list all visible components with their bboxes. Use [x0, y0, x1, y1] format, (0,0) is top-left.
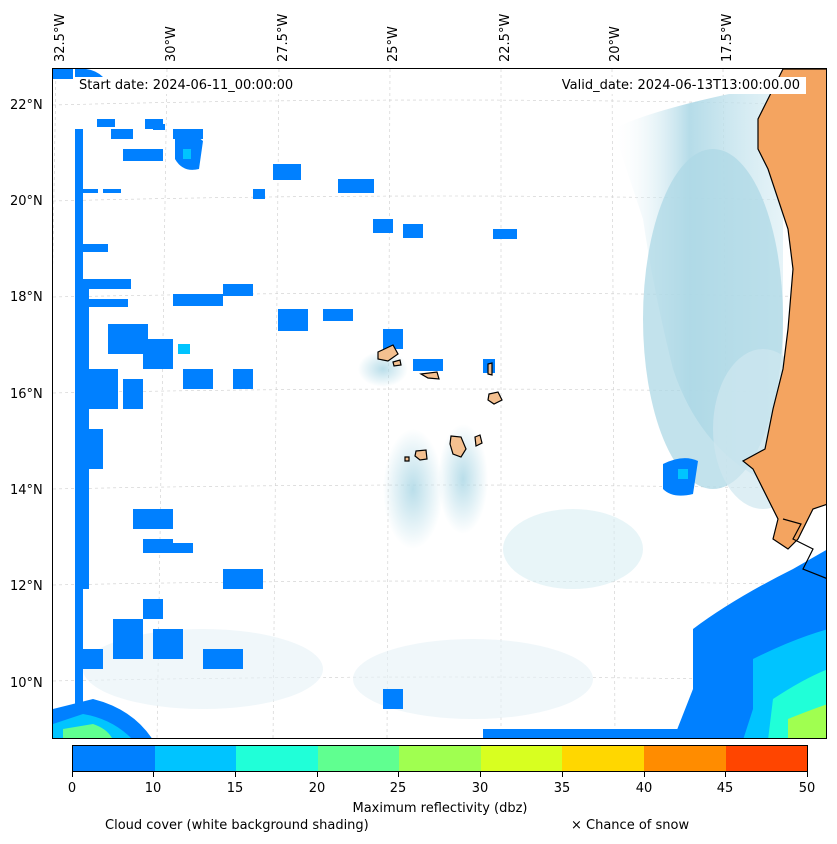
colorbar-tick-6 [562, 772, 563, 777]
map-panel: Start date: 2024-06-11_00:00:00 Valid_da… [52, 68, 827, 739]
start-date-label: Start date: 2024-06-11_00:00:00 [73, 77, 300, 94]
lat-label-18n: 18°N [10, 290, 43, 305]
reflectivity-high [53, 149, 826, 738]
colorbar-tick-2 [235, 772, 236, 777]
colorbar-segment-4 [399, 746, 481, 771]
colorbar-segment-7 [643, 746, 726, 771]
colorbar-segment-8 [725, 746, 808, 771]
colorbar-tick-7 [644, 772, 645, 777]
cloud-cover-legend: Cloud cover (white background shading) [105, 818, 369, 833]
lat-label-12n: 12°N [10, 579, 43, 594]
colorbar-tick-label-6: 35 [553, 781, 571, 796]
colorbar-tick-9 [807, 772, 808, 777]
map-graphic [53, 69, 826, 738]
colorbar-tick-label-8: 45 [716, 781, 734, 796]
lon-label-32.5w: 32.5°W [53, 13, 68, 62]
colorbar-tick-8 [725, 772, 726, 777]
lon-label-22.5w: 22.5°W [498, 13, 513, 62]
africa-landmass [741, 69, 826, 550]
reflectivity-colorbar [72, 745, 808, 772]
colorbar-tick-1 [153, 772, 154, 777]
colorbar-tick-0 [72, 772, 73, 777]
colorbar-segment-3 [317, 746, 400, 771]
colorbar-tick-label-2: 15 [226, 781, 244, 796]
colorbar-title: Maximum reflectivity (dbz) [352, 801, 528, 816]
colorbar-tick-label-9: 50 [798, 781, 816, 796]
lon-label-27.5w: 27.5°W [276, 13, 291, 62]
coast-southern [782, 518, 826, 579]
colorbar-segment-6 [562, 746, 644, 771]
lat-label-22n: 22°N [10, 98, 43, 113]
valid-date-label: Valid_date: 2024-06-13T13:00:00.00 [555, 77, 806, 94]
colorbar-segment-0 [73, 746, 155, 771]
lon-label-25w: 25°W [386, 26, 401, 62]
colorbar-segment-2 [236, 746, 318, 771]
lon-label-30w: 30°W [164, 26, 179, 62]
colorbar-tick-label-0: 0 [67, 781, 77, 796]
lon-label-20w: 20°W [608, 26, 623, 62]
colorbar-tick-label-4: 25 [389, 781, 407, 796]
lat-label-14n: 14°N [10, 483, 43, 498]
lat-label-20n: 20°N [10, 194, 43, 209]
colorbar-tick-label-7: 40 [635, 781, 653, 796]
colorbar-tick-3 [317, 772, 318, 777]
colorbar-tick-5 [480, 772, 481, 777]
lon-label-17.5w: 17.5°W [720, 13, 735, 62]
colorbar-segment-1 [154, 746, 237, 771]
colorbar-segment-5 [480, 746, 563, 771]
colorbar-tick-4 [398, 772, 399, 777]
lat-label-16n: 16°N [10, 387, 43, 402]
cape-verde-islands [377, 344, 503, 462]
colorbar-tick-label-1: 10 [144, 781, 162, 796]
colorbar-tick-label-3: 20 [308, 781, 326, 796]
snow-legend: × Chance of snow [571, 818, 690, 833]
lat-label-10n: 10°N [10, 676, 43, 691]
colorbar-tick-label-5: 30 [471, 781, 489, 796]
